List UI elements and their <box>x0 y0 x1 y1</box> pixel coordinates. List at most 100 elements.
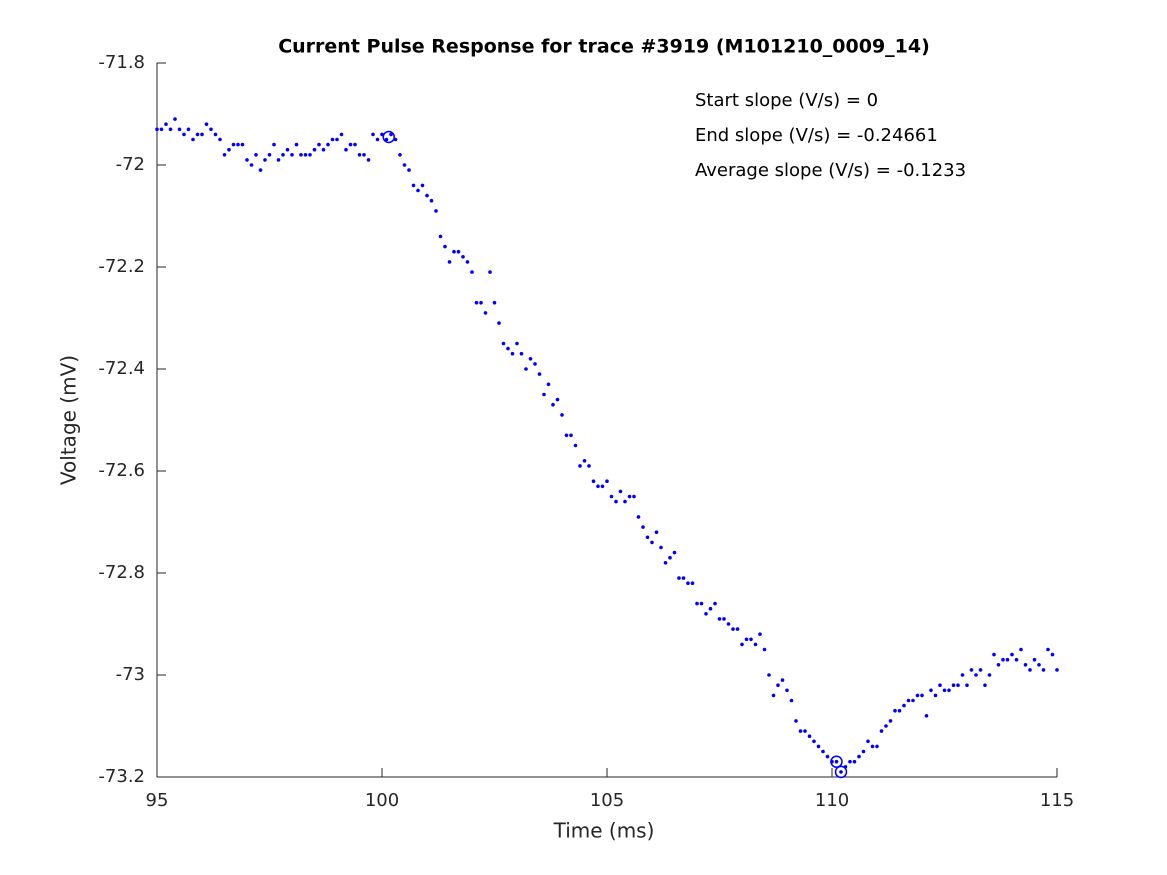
point <box>447 260 452 264</box>
point <box>789 698 794 703</box>
point <box>816 744 821 749</box>
point <box>537 372 542 376</box>
chart-title: Current Pulse Response for trace #3919 (… <box>278 36 930 58</box>
point <box>227 147 231 152</box>
point <box>1032 657 1037 662</box>
point <box>353 142 357 147</box>
point <box>362 153 366 157</box>
point <box>699 601 704 606</box>
point <box>438 234 443 239</box>
point <box>375 137 380 142</box>
point <box>267 153 272 157</box>
point <box>825 754 830 759</box>
point <box>951 683 956 687</box>
point <box>740 642 744 647</box>
point <box>240 142 245 147</box>
point <box>249 163 254 167</box>
point <box>821 749 825 754</box>
point <box>195 132 200 137</box>
point <box>555 397 560 402</box>
point <box>542 392 546 397</box>
point <box>407 168 411 172</box>
point <box>461 254 465 259</box>
point <box>290 153 294 157</box>
point <box>969 668 974 672</box>
point <box>335 137 339 142</box>
point <box>609 494 614 499</box>
point <box>560 413 564 417</box>
point <box>839 770 843 774</box>
point <box>272 142 276 147</box>
point <box>857 754 861 759</box>
point <box>456 249 461 254</box>
point <box>659 545 663 550</box>
point <box>704 612 708 616</box>
point <box>632 494 636 499</box>
point <box>870 744 875 749</box>
point <box>515 341 519 346</box>
point <box>551 402 555 407</box>
point <box>1010 652 1014 657</box>
point <box>173 117 177 121</box>
point <box>1001 657 1005 662</box>
point <box>443 244 447 249</box>
point <box>924 714 929 718</box>
point <box>614 499 618 504</box>
point <box>465 260 470 264</box>
point <box>803 729 807 733</box>
point <box>600 484 605 489</box>
point <box>330 137 335 142</box>
point <box>168 127 173 132</box>
point <box>965 683 969 687</box>
y-tick-label: -71.8 <box>98 52 145 73</box>
x-tick-label: 115 <box>1040 790 1074 811</box>
point <box>1028 668 1032 672</box>
point <box>578 464 582 468</box>
point <box>245 158 249 162</box>
point <box>321 147 326 152</box>
point <box>672 550 677 555</box>
point <box>884 724 888 728</box>
point <box>344 147 348 152</box>
point <box>834 759 839 764</box>
point <box>317 142 321 147</box>
point <box>983 683 987 687</box>
point <box>852 759 857 764</box>
point <box>366 158 371 162</box>
point <box>708 606 713 611</box>
annotation: Average slope (V/s) = -0.1233 <box>695 160 966 181</box>
point <box>596 484 600 489</box>
point <box>1041 668 1046 672</box>
point <box>398 153 402 157</box>
point <box>191 137 195 142</box>
point <box>879 729 884 733</box>
x-tick-label: 105 <box>590 790 624 811</box>
point <box>528 357 533 361</box>
point <box>159 127 164 132</box>
point <box>933 693 938 698</box>
point <box>281 153 285 157</box>
point <box>339 132 344 137</box>
point <box>384 137 389 142</box>
y-tick-label: -72.2 <box>98 256 145 277</box>
point <box>1055 668 1059 672</box>
y-tick-label: -73 <box>116 664 145 685</box>
x-tick-label: 110 <box>815 790 849 811</box>
y-axis-label: Voltage (mV) <box>57 355 81 485</box>
point <box>186 127 191 132</box>
point <box>848 759 852 764</box>
point <box>650 540 654 545</box>
point <box>429 198 434 203</box>
point <box>636 515 641 519</box>
point <box>573 443 578 448</box>
point <box>920 693 924 698</box>
point <box>258 168 263 172</box>
point <box>686 581 690 585</box>
point <box>209 127 213 132</box>
point <box>420 183 425 188</box>
point <box>645 535 650 540</box>
point <box>164 122 168 126</box>
point <box>402 163 407 167</box>
point <box>735 627 740 631</box>
point <box>434 209 438 213</box>
